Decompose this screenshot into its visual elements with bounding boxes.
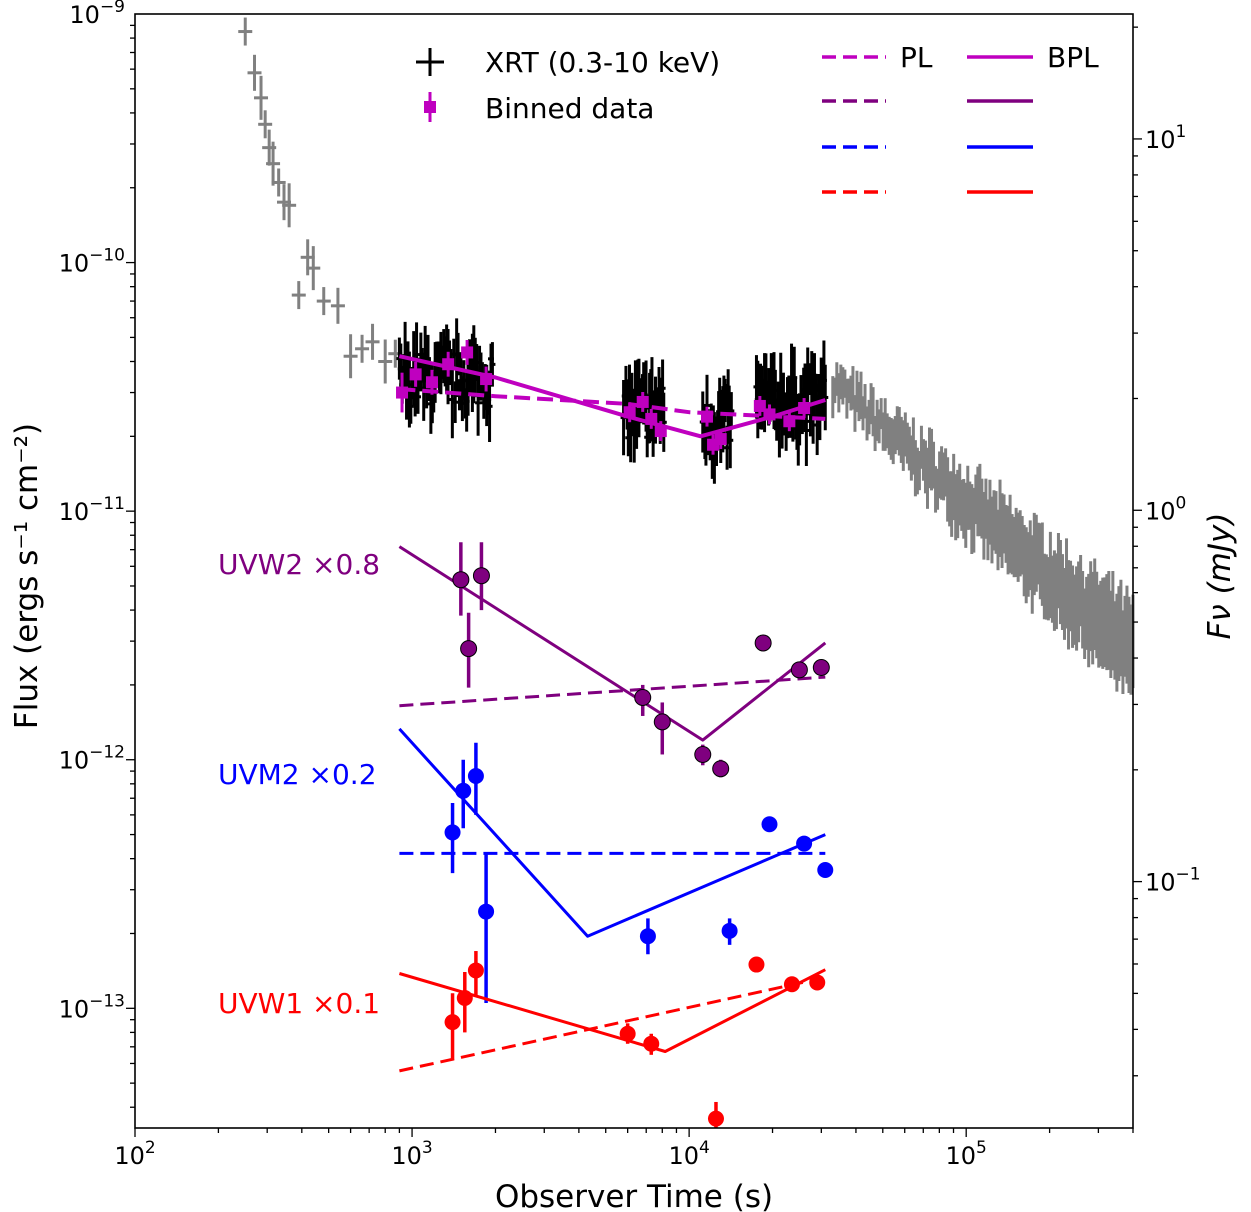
binned-point	[798, 402, 811, 415]
binned-point	[409, 368, 422, 381]
uvw1-point	[444, 1014, 461, 1031]
binned-point	[700, 410, 713, 423]
plot-frame	[134, 13, 1134, 1129]
binned-point	[636, 395, 649, 408]
uvw2-point	[634, 688, 652, 706]
right-tick-label: 100	[1145, 493, 1186, 525]
y-tick-label: 10−11	[59, 494, 125, 526]
y-axis-right-title: Fν (mJy)	[1202, 513, 1238, 640]
axes-layer: 102 103 104 105 10−13 10−12 10−11 10−10 10−9 10−1…	[59, 0, 1201, 1170]
y-tick-label: 10−13	[59, 991, 125, 1023]
uvw1-point	[643, 1035, 660, 1052]
binned-point	[783, 415, 796, 428]
uvm2-point	[455, 782, 472, 799]
binned-point	[654, 425, 667, 438]
data-layer	[238, 17, 1135, 1128]
legend	[416, 48, 1033, 194]
binned-point	[645, 412, 658, 425]
uvm2-point	[817, 862, 834, 879]
uvw1-point	[456, 990, 473, 1007]
right-tick-label: 101	[1145, 122, 1186, 154]
binned-point	[396, 386, 409, 399]
binned-point	[623, 406, 636, 419]
uvw2-point	[460, 640, 478, 658]
y-tick-label: 10−9	[69, 0, 125, 29]
uvw2-point	[694, 745, 712, 763]
y-tick-label: 10−12	[59, 743, 125, 775]
x-tick-label: 104	[668, 1138, 709, 1170]
uvw1-band-label: UVW1 ×0.1	[218, 987, 380, 1020]
uvw2-point	[812, 658, 830, 676]
x-tick-label: 103	[391, 1138, 432, 1170]
series-uvm2	[398, 727, 834, 1004]
uvw1-point	[619, 1025, 636, 1042]
uvm2-point	[796, 835, 813, 852]
legend-binned-label: Binned data	[485, 92, 654, 125]
uvw2-point	[452, 571, 470, 589]
uvw2-point	[472, 567, 490, 585]
binned-data	[396, 340, 826, 455]
legend-xrt-label: XRT (0.3-10 keV)	[485, 46, 720, 79]
binned-point	[714, 433, 727, 446]
legend-binned-marker	[424, 101, 436, 113]
binned-point	[480, 373, 493, 386]
x-tick-label: 105	[946, 1138, 987, 1170]
binned-point	[425, 376, 438, 389]
uvw1-point	[748, 956, 765, 973]
binned-point	[753, 399, 766, 412]
uvw1-point	[809, 974, 826, 991]
uvw2-bpl-model	[398, 545, 827, 742]
xrt-late-points	[831, 362, 1135, 695]
right-tick-label: 10−1	[1145, 865, 1201, 897]
x-tick-label: 102	[114, 1138, 155, 1170]
uvw2-point	[754, 634, 772, 652]
uvm2-band-label: UVM2 ×0.2	[218, 758, 377, 791]
uvw2-point	[653, 713, 671, 731]
uvm2-point	[761, 816, 778, 833]
uvw1-pl-model	[399, 976, 826, 1073]
uvw2-point	[790, 661, 808, 679]
uvw1-point	[783, 976, 800, 993]
xrt-early-points	[238, 17, 403, 384]
series-uvw2	[398, 542, 830, 778]
x-axis-title: Observer Time (s)	[495, 1179, 773, 1212]
legend-pl-label: PL	[900, 41, 933, 74]
uvw1-point	[467, 962, 484, 979]
uvw2-band-label: UVW2 ×0.8	[218, 548, 380, 581]
uvm2-point	[444, 824, 461, 841]
uvw1-bpl-model	[398, 968, 826, 1053]
y-tick-label: 10−10	[59, 246, 125, 278]
series-uvw1	[398, 951, 826, 1128]
uvw1-point	[707, 1110, 724, 1127]
uvw2-point	[712, 760, 730, 778]
uvm2-point	[478, 903, 495, 920]
binned-pl-model	[399, 387, 826, 421]
binned-point	[763, 408, 776, 421]
uvm2-point	[721, 922, 738, 939]
binned-point	[461, 346, 474, 359]
y-axis-left-title: Flux (ergs s⁻¹ cm⁻²)	[9, 423, 45, 729]
uvm2-point	[467, 768, 484, 785]
uvm2-point	[639, 928, 656, 945]
binned-point	[442, 358, 455, 371]
uvw2-pl-model	[399, 675, 826, 708]
legend-bpl-label: BPL	[1047, 41, 1099, 74]
